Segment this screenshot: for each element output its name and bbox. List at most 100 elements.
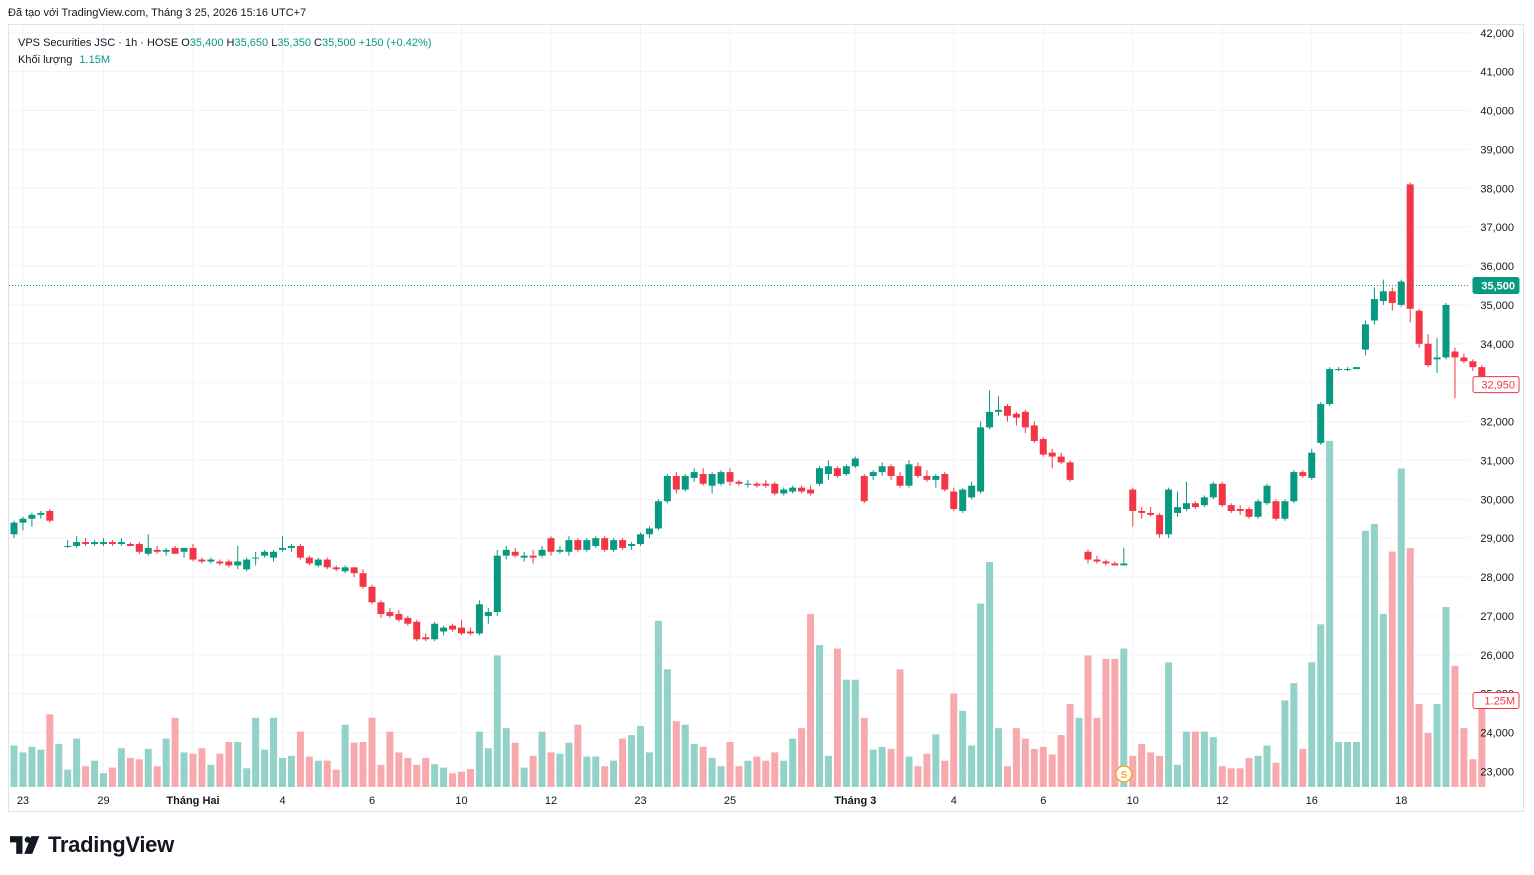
volume-bar bbox=[1227, 768, 1235, 787]
price-tick-label: 38,000 bbox=[1480, 183, 1514, 195]
chart-caption: Đã tạo với TradingView.com, Tháng 3 25, … bbox=[8, 7, 307, 19]
candle-body bbox=[64, 545, 72, 547]
volume-bar bbox=[73, 738, 81, 787]
price-tick-label: 28,000 bbox=[1480, 572, 1514, 584]
candle-body bbox=[1236, 509, 1244, 511]
candle-body bbox=[1361, 324, 1369, 350]
volume-bar bbox=[1084, 655, 1092, 787]
volume-bar bbox=[1057, 735, 1065, 787]
volume-bar bbox=[502, 728, 510, 787]
candle-body bbox=[1442, 304, 1450, 358]
volume-bar bbox=[968, 745, 976, 787]
candle-body bbox=[1102, 561, 1110, 564]
candle-body bbox=[243, 559, 251, 570]
volume-bar bbox=[135, 759, 143, 787]
price-tick-label: 27,000 bbox=[1480, 611, 1514, 623]
volume-bar bbox=[1111, 658, 1119, 787]
volume-bar bbox=[1147, 752, 1155, 787]
legend-volume-value: 1.15M bbox=[79, 54, 110, 66]
price-axis[interactable]: 23,00024,00025,00026,00027,00028,00029,0… bbox=[1472, 28, 1520, 779]
volume-bar bbox=[663, 669, 671, 787]
volume-bar bbox=[225, 742, 233, 787]
candle-body bbox=[1388, 291, 1396, 303]
volume-bar bbox=[762, 760, 770, 787]
volume-bar bbox=[1120, 648, 1128, 787]
candle-body bbox=[1174, 507, 1181, 513]
candle-body bbox=[153, 549, 161, 552]
time-tick-label: 12 bbox=[545, 795, 557, 807]
legend-volume-label[interactable]: Khối lượng bbox=[18, 54, 73, 66]
candle-body bbox=[896, 475, 904, 486]
candle-body bbox=[341, 567, 349, 572]
legend-symbol[interactable]: VPS Securities JSC · 1h · HOSE bbox=[18, 37, 179, 49]
legend-low-label: L bbox=[271, 37, 278, 49]
volume-bar bbox=[350, 742, 358, 787]
time-tick-label: 12 bbox=[1216, 795, 1228, 807]
volume-bar bbox=[628, 735, 636, 787]
candle-body bbox=[1451, 351, 1459, 358]
volume-bar bbox=[753, 756, 761, 787]
legend-low-value: 35,350 bbox=[277, 37, 311, 49]
candle-body bbox=[690, 472, 698, 478]
volume-bar bbox=[10, 745, 18, 787]
volume-bar bbox=[520, 767, 528, 787]
candle-body bbox=[1147, 512, 1155, 515]
volume-bar bbox=[610, 760, 618, 787]
candle-body bbox=[1182, 503, 1190, 510]
candle-body bbox=[359, 573, 367, 587]
time-axis[interactable]: 23 29 Tháng Hai 4 6 10 12 23 25 Tháng 3 4 6 10 12 16 18 bbox=[17, 795, 1408, 807]
volume-bar bbox=[565, 742, 573, 787]
candle-body bbox=[681, 475, 689, 490]
volume-bar bbox=[1361, 530, 1369, 787]
candles bbox=[10, 182, 1486, 642]
candle-body bbox=[977, 427, 985, 492]
tradingview-logo[interactable]: TradingView bbox=[10, 832, 174, 858]
volume-bar bbox=[1353, 742, 1360, 787]
candle-body bbox=[108, 542, 116, 545]
legend-ohlc-row: VPS Securities JSC · 1h · HOSE O35,400 H… bbox=[18, 35, 431, 52]
volume-bar bbox=[1281, 700, 1289, 787]
candle-body bbox=[422, 637, 430, 640]
price-tick-label: 34,000 bbox=[1480, 339, 1514, 351]
volume-bar bbox=[1397, 468, 1405, 787]
volume-bar bbox=[1039, 746, 1047, 787]
candle-body bbox=[878, 466, 886, 473]
time-tick-label: 6 bbox=[369, 795, 375, 807]
volume-bar bbox=[449, 773, 457, 787]
volume-bar bbox=[1200, 731, 1208, 787]
volume-bar bbox=[234, 742, 242, 787]
candle-body bbox=[1478, 367, 1486, 385]
candle-body bbox=[28, 514, 36, 519]
volume-bar bbox=[842, 679, 850, 787]
candle-body bbox=[493, 555, 501, 613]
candle-body bbox=[198, 559, 206, 562]
candle-body bbox=[619, 540, 627, 548]
candle-body bbox=[995, 409, 1002, 412]
candle-body bbox=[1317, 404, 1325, 443]
volume-bar bbox=[171, 717, 179, 787]
price-tick-label: 41,000 bbox=[1480, 67, 1514, 79]
candle-body bbox=[699, 474, 707, 484]
candle-body bbox=[332, 567, 340, 570]
volume-bar bbox=[798, 728, 806, 787]
candle-body bbox=[135, 544, 143, 552]
candle-body bbox=[950, 491, 958, 510]
volume-bar bbox=[681, 724, 689, 787]
volume-bar bbox=[493, 655, 501, 787]
volume-bar bbox=[1245, 757, 1253, 787]
volume-bar bbox=[332, 769, 340, 787]
volume-bar bbox=[1093, 717, 1101, 787]
tradingview-logo-icon bbox=[10, 836, 40, 854]
candle-body bbox=[449, 625, 457, 630]
volume-bar bbox=[771, 752, 779, 787]
candle-body bbox=[1344, 369, 1352, 371]
volume-bar bbox=[654, 620, 662, 787]
price-tick-label: 36,000 bbox=[1480, 261, 1514, 273]
volume-bar bbox=[556, 753, 564, 787]
volume-bar bbox=[708, 757, 716, 787]
candle-body bbox=[189, 547, 197, 560]
volume-bar bbox=[637, 726, 644, 787]
price-tick-label: 29,000 bbox=[1480, 533, 1514, 545]
candle-body bbox=[1424, 343, 1432, 366]
